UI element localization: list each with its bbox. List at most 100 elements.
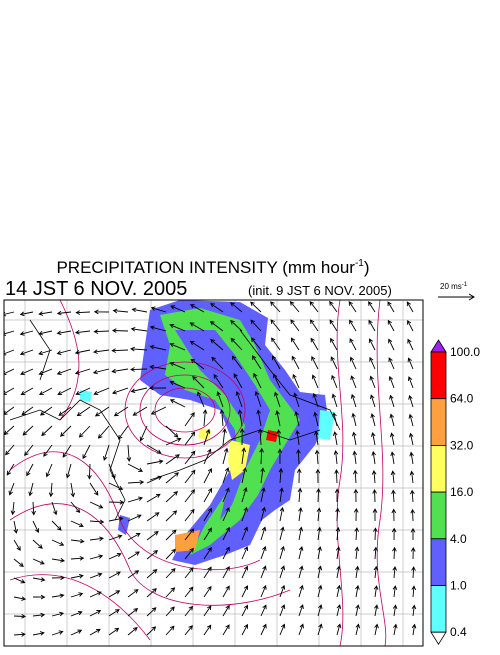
wind-arrow — [279, 604, 286, 617]
wind-arrow — [293, 392, 300, 408]
wind-arrow — [241, 447, 247, 465]
colorbar-box — [430, 538, 447, 586]
wind-arrow — [70, 592, 84, 598]
wind-arrow — [127, 589, 139, 598]
wind-arrow — [298, 507, 303, 522]
wind-arrow — [393, 623, 398, 636]
wind-arrow — [317, 546, 322, 560]
wind-arrow — [312, 392, 319, 408]
wind-arrow — [330, 337, 338, 351]
wind-arrow — [87, 463, 92, 480]
wind-arrow — [298, 526, 304, 541]
wind-arrow — [389, 413, 395, 427]
wind-arrow — [41, 425, 53, 437]
wind-arrow — [260, 604, 267, 617]
wind-arrow — [241, 467, 247, 484]
coastline — [9, 319, 341, 521]
wind-arrow — [279, 526, 285, 541]
wind-arrow — [317, 584, 323, 598]
wind-arrow — [334, 469, 339, 484]
wind-arrow — [260, 487, 266, 503]
wind-arrow — [127, 463, 144, 472]
wind-arrow — [146, 512, 160, 522]
wind-arrow — [38, 349, 53, 356]
wind-arrow — [353, 507, 359, 522]
wind-arrow — [368, 301, 376, 313]
wind-arrow — [213, 373, 224, 389]
wind-arrow — [336, 604, 342, 617]
wind-arrow — [127, 532, 141, 541]
wind-arrow — [410, 508, 415, 522]
wind-arrow — [57, 387, 72, 396]
wind-arrow — [169, 323, 186, 332]
wind-arrow — [22, 425, 34, 436]
wind-arrow — [222, 565, 230, 579]
wind-arrow — [351, 431, 357, 446]
wind-arrow — [184, 547, 194, 560]
wind-scale-label: 20 ms-1 — [440, 282, 468, 291]
wind-arrow — [184, 412, 195, 427]
wind-arrow — [388, 375, 395, 389]
wind-arrow — [130, 367, 148, 372]
wind-arrow — [45, 463, 53, 478]
wind-arrow — [32, 520, 40, 534]
wind-arrow — [56, 310, 72, 316]
wind-arrow — [108, 463, 116, 480]
wind-arrow — [374, 623, 379, 636]
wind-arrow — [58, 406, 72, 416]
wind-arrow — [336, 623, 342, 636]
wind-arrow — [278, 467, 284, 484]
wind-arrow — [127, 496, 143, 503]
wind-arrow — [352, 450, 358, 465]
wind-arrow — [32, 577, 46, 582]
wind-arrow — [316, 487, 321, 503]
wind-arrow — [70, 629, 83, 636]
wind-arrow — [279, 623, 286, 636]
wind-arrow — [184, 625, 193, 636]
wind-arrow — [108, 482, 124, 491]
wind-arrow — [149, 385, 167, 391]
wind-arrow — [93, 387, 110, 396]
colorbar-label: 100.0 — [450, 345, 480, 359]
wind-arrow — [146, 459, 164, 465]
wind-arrow — [315, 468, 321, 484]
wind-arrow — [368, 338, 376, 351]
wind-arrow — [184, 567, 194, 579]
wind-arrow — [89, 519, 105, 525]
wind-arrow — [108, 552, 122, 560]
wind-arrow — [32, 631, 45, 636]
wind-arrow — [372, 508, 378, 521]
wind-arrow — [392, 604, 398, 617]
wind-arrow — [189, 304, 205, 313]
wind-arrow — [296, 468, 302, 484]
wind-arrow — [108, 534, 123, 541]
wind-arrow — [209, 321, 224, 332]
wind-arrow — [239, 428, 245, 446]
wind-arrow — [203, 428, 211, 446]
wind-arrow — [309, 319, 319, 332]
wind-arrow — [222, 546, 230, 560]
wind-arrow — [389, 432, 395, 446]
wind-arrow — [146, 588, 157, 598]
wind-arrow — [70, 482, 76, 498]
wind-arrow — [241, 486, 248, 503]
wind-arrow — [170, 305, 186, 313]
wind-arrow — [165, 510, 178, 522]
wind-arrow — [203, 487, 213, 503]
wind-arrow — [202, 409, 208, 427]
wind-arrow — [184, 469, 196, 484]
wind-arrow — [270, 301, 281, 313]
wind-arrow — [5, 444, 15, 456]
wind-arrow — [97, 425, 110, 439]
wind-arrow — [259, 447, 264, 465]
wind-arrow — [126, 444, 132, 462]
wind-arrow — [353, 488, 359, 503]
title-text: PRECIPITATION INTENSITY (mm hour — [56, 258, 355, 277]
title-exponent: -1 — [355, 258, 364, 269]
wind-arrow — [149, 364, 167, 370]
wind-arrow — [56, 330, 72, 336]
wind-arrow — [222, 447, 229, 465]
wind-arrow — [184, 508, 195, 522]
colorbar-label: 4.0 — [450, 532, 467, 546]
wind-arrow — [260, 565, 267, 579]
